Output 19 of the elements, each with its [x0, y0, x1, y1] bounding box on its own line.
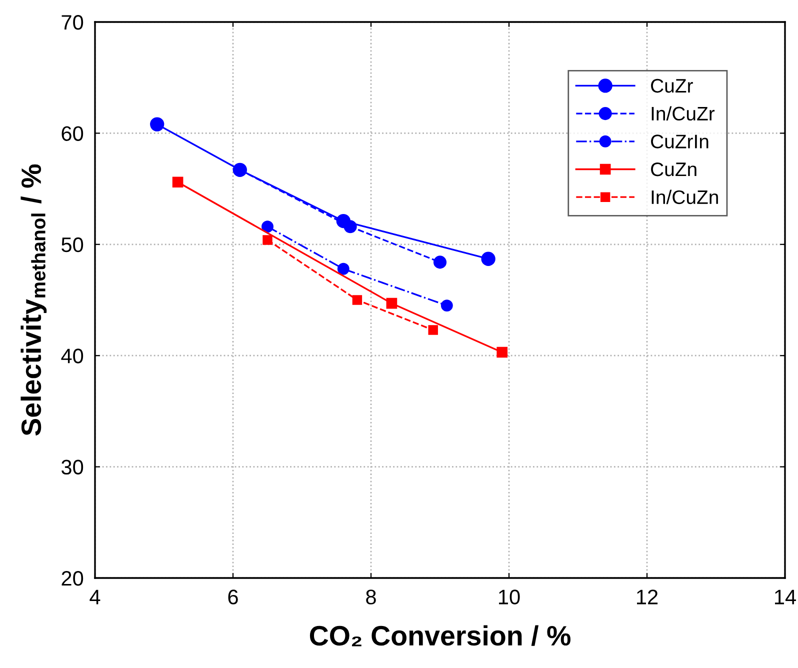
legend-label: In/CuZr: [652, 106, 715, 121]
y-tick-label: 30: [62, 460, 84, 475]
y-tick-label: 70: [62, 15, 84, 30]
legend-label: CuZn: [651, 162, 696, 176]
x-axis-title: CO₂ Conversion / %: [310, 625, 570, 646]
x-tick-label: 14: [775, 590, 796, 604]
x-tick-label: 8: [366, 590, 376, 604]
y-tick-label: 60: [62, 126, 84, 141]
x-tick-label: 12: [637, 590, 658, 604]
x-tick-label: 6: [228, 590, 238, 604]
legend-label: In/CuZn: [652, 190, 718, 204]
y-tick-label: 50: [62, 237, 84, 252]
y-tick-label: 20: [62, 571, 84, 586]
y-tick-label: 40: [61, 348, 84, 364]
x-tick-label: 4: [90, 590, 100, 604]
legend-label: CuZr: [651, 78, 693, 93]
y-axis-title: Selectivity$_{methanol}$ / %: [20, 164, 47, 436]
legend-label: CuZrIn: [651, 134, 708, 148]
x-tick-label: 10: [499, 590, 520, 604]
